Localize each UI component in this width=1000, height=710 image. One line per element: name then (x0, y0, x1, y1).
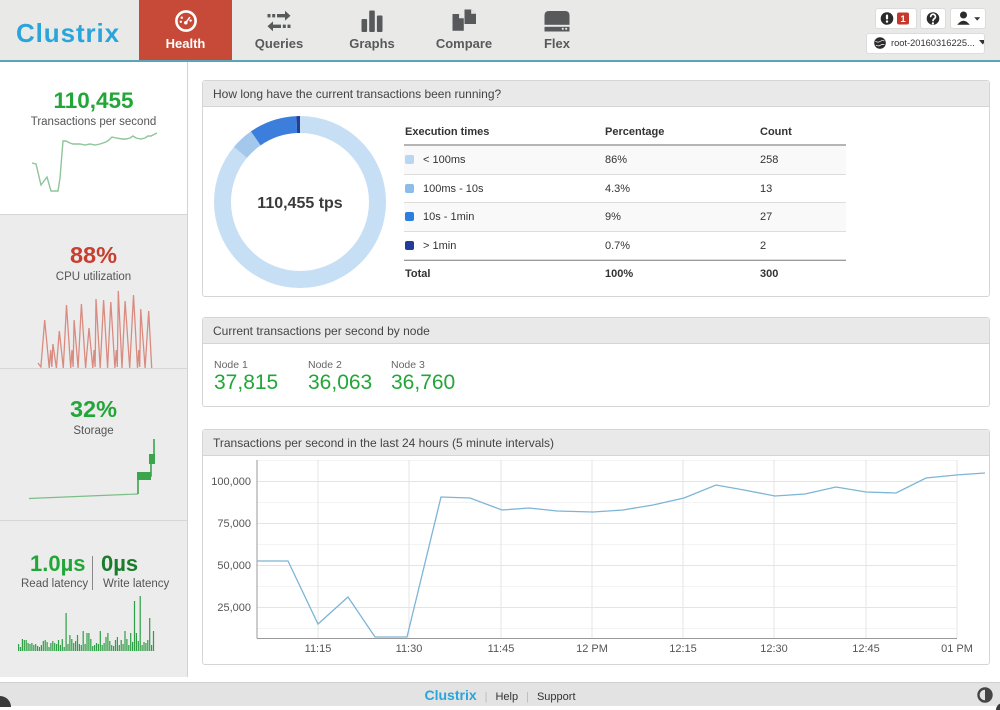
svg-text:12:15: 12:15 (669, 643, 697, 655)
svg-text:11:15: 11:15 (305, 643, 332, 655)
svg-text:12 PM: 12 PM (576, 643, 608, 655)
svg-text:50,000: 50,000 (217, 560, 251, 572)
svg-text:11:45: 11:45 (488, 643, 515, 655)
svg-text:12:30: 12:30 (760, 643, 788, 655)
svg-text:110,455 tps: 110,455 tps (257, 195, 343, 212)
svg-text:25,000: 25,000 (217, 602, 251, 614)
svg-text:01 PM: 01 PM (941, 643, 973, 655)
svg-text:11:30: 11:30 (396, 643, 423, 655)
svg-text:100,000: 100,000 (211, 476, 251, 488)
svg-text:1: 1 (900, 14, 906, 25)
svg-text:75,000: 75,000 (217, 518, 251, 530)
svg-text:12:45: 12:45 (852, 643, 880, 655)
